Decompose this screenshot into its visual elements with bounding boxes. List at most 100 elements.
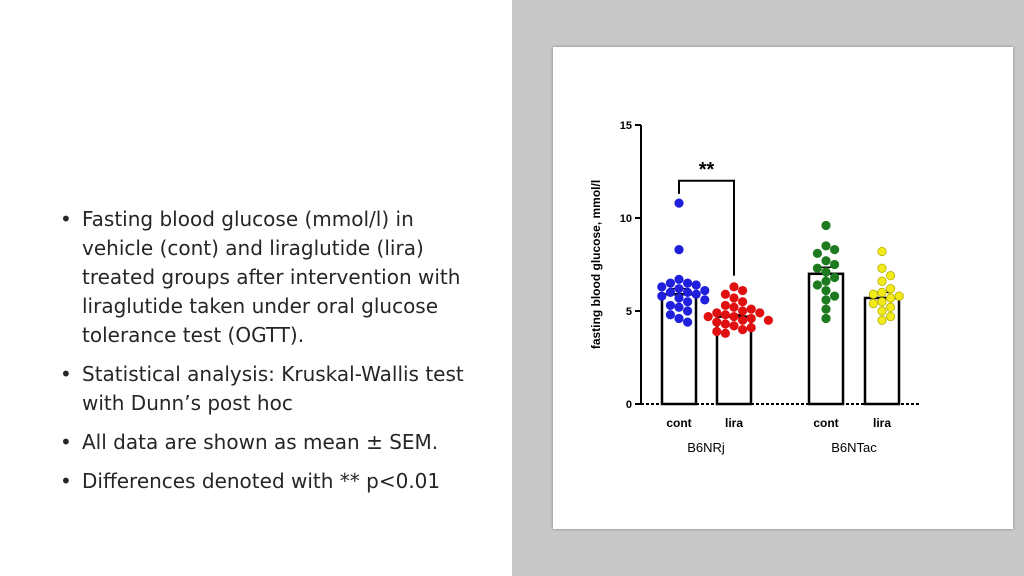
y-axis-label: fasting blood glucose, mmol/l — [589, 180, 603, 349]
data-point — [674, 198, 684, 208]
bullet-dot: • — [60, 469, 72, 493]
text-panel: • Fasting blood glucose (mmol/l) in vehic… — [58, 205, 478, 506]
data-point — [885, 302, 896, 312]
data-point — [674, 245, 684, 255]
glucose-chart: 0 5 10 15 fasting blood glucose, mmol/l cont l… — [589, 120, 921, 455]
data-point — [738, 315, 748, 325]
data-point — [691, 280, 701, 290]
data-point — [657, 282, 667, 292]
bullet-dot: • — [60, 430, 72, 454]
data-point — [829, 245, 840, 255]
bullet-item: • Statistical analysis: Kruskal-Wallis te… — [58, 360, 478, 418]
significance-label: ** — [699, 159, 715, 181]
data-point — [683, 287, 693, 297]
bullet-text: Fasting blood glucose (mmol/l) in vehicl… — [82, 207, 461, 347]
data-point — [829, 259, 840, 270]
data-point — [894, 291, 904, 301]
bullet-dot: • — [60, 362, 72, 386]
data-point — [821, 256, 831, 266]
data-point — [812, 280, 822, 290]
data-point — [821, 220, 831, 231]
bullet-item: • All data are shown as mean ± SEM. — [58, 428, 478, 457]
x-tick-label: lira — [725, 416, 743, 430]
data-point — [885, 293, 896, 303]
data-point — [712, 326, 722, 337]
data-point — [674, 302, 684, 312]
data-point — [821, 267, 831, 277]
data-point — [877, 263, 887, 273]
data-point — [691, 289, 701, 299]
x-tick-label: lira — [873, 416, 891, 430]
data-point — [712, 317, 722, 327]
x-tick-label: cont — [813, 416, 838, 430]
data-point — [657, 291, 667, 301]
data-point — [665, 287, 676, 297]
data-point — [885, 311, 896, 322]
data-point — [812, 263, 822, 273]
significance-bracket — [678, 179, 735, 276]
data-point — [729, 321, 739, 331]
bullet-item: • Differences denoted with ** p<0.01 — [58, 467, 478, 496]
bullet-text: Statistical analysis: Kruskal-Wallis tes… — [82, 362, 464, 415]
data-point — [868, 289, 878, 299]
data-point — [665, 300, 676, 311]
data-point — [729, 302, 739, 312]
data-point — [729, 311, 739, 322]
data-point — [700, 285, 710, 296]
data-point — [746, 304, 756, 314]
data-point — [703, 311, 713, 322]
data-point — [683, 278, 693, 288]
y-tick-label: 10 — [620, 213, 632, 225]
data-point — [674, 293, 684, 303]
data-point — [812, 248, 822, 258]
bullet-text: All data are shown as mean ± SEM. — [82, 430, 439, 454]
data-point — [877, 306, 887, 316]
bullet-item: • Fasting blood glucose (mmol/l) in vehic… — [58, 205, 478, 350]
data-point — [720, 319, 730, 329]
data-point — [720, 328, 730, 338]
y-tick-label: 5 — [626, 306, 632, 318]
data-point — [885, 271, 896, 281]
group-label: B6NRj — [687, 440, 725, 455]
data-point — [665, 310, 676, 320]
data-point — [738, 324, 748, 335]
data-point — [738, 297, 748, 307]
data-point — [683, 297, 693, 307]
bullet-list: • Fasting blood glucose (mmol/l) in vehic… — [58, 205, 478, 506]
data-point — [729, 293, 739, 303]
x-tick-label: cont — [666, 416, 691, 430]
data-point — [877, 246, 887, 257]
data-point — [763, 315, 773, 325]
data-point — [729, 282, 739, 292]
data-point — [712, 308, 722, 318]
chart-card: 0 5 10 15 fasting blood glucose, mmol/l cont l… — [553, 47, 1013, 529]
data-point — [720, 300, 730, 311]
data-point — [821, 295, 831, 305]
data-point — [674, 274, 684, 284]
data-point — [674, 284, 684, 294]
data-point — [665, 278, 676, 288]
data-point — [738, 285, 748, 296]
data-point — [877, 276, 887, 286]
data-point — [674, 313, 684, 324]
data-point — [829, 272, 840, 283]
data-point — [700, 295, 710, 305]
data-point — [746, 313, 756, 324]
data-point — [821, 313, 831, 324]
data-point — [821, 304, 831, 314]
data-point — [746, 323, 756, 333]
data-point — [829, 291, 840, 301]
data-point — [885, 284, 896, 294]
data-point — [821, 285, 831, 296]
data-point — [738, 306, 748, 316]
bullet-text: Differences denoted with ** p<0.01 — [82, 469, 441, 493]
group-label: B6NTac — [831, 440, 877, 455]
y-tick-label: 0 — [626, 399, 632, 411]
data-point — [877, 297, 887, 307]
data-point — [683, 317, 693, 327]
data-point — [683, 306, 693, 316]
data-point — [877, 315, 887, 325]
bullet-dot: • — [60, 207, 72, 231]
data-point — [821, 276, 831, 286]
data-point — [868, 298, 878, 309]
